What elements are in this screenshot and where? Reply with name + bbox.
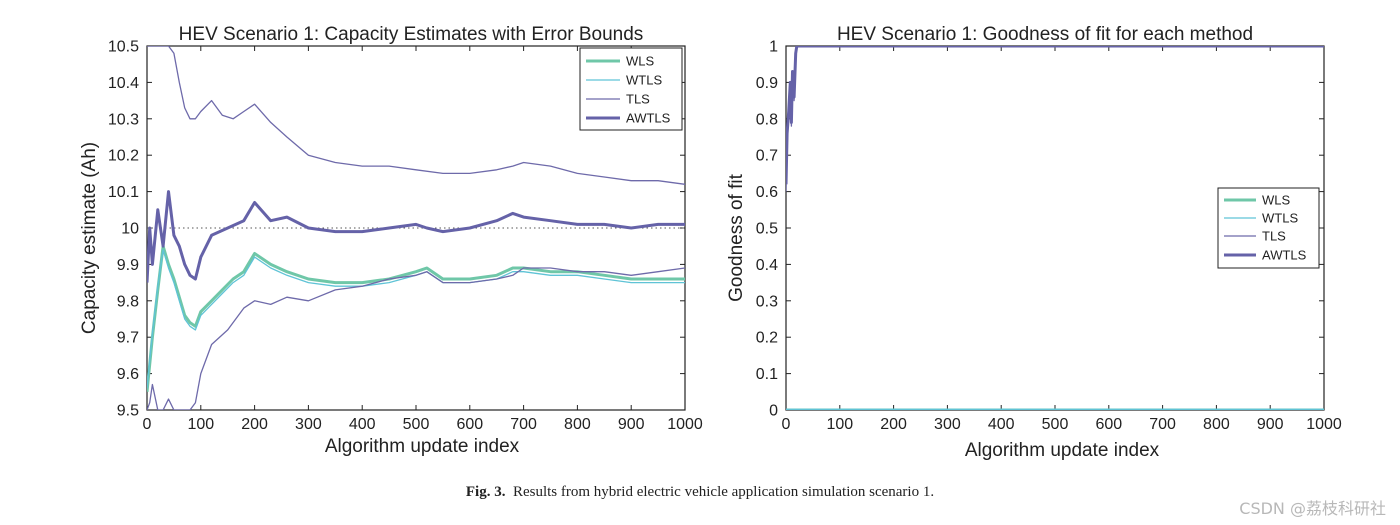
capacity-x-tick-label: 600	[456, 416, 483, 433]
goodness-y-axis-label: Goodness of fit	[726, 173, 747, 302]
goodness-y-tick-label: 0.4	[756, 257, 778, 274]
legend-label-wls: WLS	[1262, 193, 1291, 208]
capacity-y-tick-label: 10.3	[108, 111, 139, 128]
capacity-x-tick-label: 500	[403, 416, 430, 433]
caption-text: Results from hybrid electric vehicle app…	[512, 484, 935, 500]
capacity-x-tick-label: 400	[349, 416, 376, 433]
capacity-chart-title: HEV Scenario 1: Capacity Estimates with …	[179, 24, 644, 45]
legend-label-wtls: WTLS	[1262, 211, 1298, 226]
goodness-y-tick-label: 0.9	[756, 75, 778, 92]
goodness-y-tick-label: 0.2	[756, 330, 778, 347]
capacity-y-axis-label: Capacity estimate (Ah)	[79, 142, 100, 334]
capacity-y-tick-label: 9.7	[117, 330, 139, 347]
goodness-y-tick-label: 0.6	[756, 184, 778, 201]
goodness-x-tick-label: 200	[880, 416, 907, 433]
goodness-x-tick-label: 700	[1149, 416, 1176, 433]
capacity-series-awtls-upper-bound	[147, 46, 685, 185]
goodness-legend: WLS WTLS TLS AWTLS	[1217, 187, 1320, 269]
capacity-x-tick-label: 900	[618, 416, 645, 433]
goodness-chart: HEV Scenario 1: Goodness of fit for each…	[726, 24, 1342, 461]
goodness-x-tick-label: 100	[826, 416, 853, 433]
capacity-x-tick-label: 300	[295, 416, 322, 433]
legend-label-wls: WLS	[626, 54, 655, 69]
capacity-series-tls	[147, 267, 685, 410]
capacity-series-wls	[147, 244, 685, 392]
legend-label-awtls: AWTLS	[1262, 248, 1307, 263]
goodness-chart-title: HEV Scenario 1: Goodness of fit for each…	[837, 24, 1253, 45]
caption-label: Fig. 3.	[465, 484, 506, 500]
goodness-y-tick-label: 0.1	[756, 366, 778, 383]
capacity-chart: HEV Scenario 1: Capacity Estimates with …	[79, 24, 703, 457]
goodness-x-tick-label: 500	[1042, 416, 1069, 433]
capacity-y-tick-label: 10.2	[108, 148, 139, 165]
goodness-y-tick-label: 0.8	[756, 111, 778, 128]
goodness-series-awtls	[786, 46, 1324, 185]
legend-label-wtls: WTLS	[626, 73, 662, 88]
goodness-x-tick-label: 300	[934, 416, 961, 433]
capacity-x-tick-label: 700	[510, 416, 537, 433]
capacity-x-tick-label: 800	[564, 416, 591, 433]
capacity-y-tick-label: 9.5	[117, 403, 139, 420]
goodness-series-group	[786, 46, 1324, 410]
figure-caption: Fig. 3. Results from hybrid electric veh…	[0, 484, 1400, 501]
legend-label-tls: TLS	[626, 92, 650, 107]
capacity-series-group	[147, 46, 685, 410]
goodness-x-tick-label: 400	[988, 416, 1015, 433]
goodness-x-axis-label: Algorithm update index	[965, 440, 1160, 461]
goodness-x-tick-label: 0	[782, 416, 791, 433]
legend-label-tls: TLS	[1262, 229, 1286, 244]
goodness-plot-area: 0 100 200 300 400 500 600 700 800 900 1000 0 0.1 0.2 0…	[756, 39, 1342, 434]
goodness-y-tick-label: 0	[769, 403, 778, 420]
goodness-y-tick-label: 0.5	[756, 221, 778, 238]
capacity-y-tick-label: 9.9	[117, 257, 139, 274]
legend-label-awtls: AWTLS	[626, 111, 671, 126]
capacity-y-tick-label: 10.4	[108, 75, 139, 92]
capacity-series-awtls	[147, 190, 685, 283]
watermark: CSDN @荔枝科研社	[1239, 499, 1386, 518]
goodness-y-tick-label: 0.3	[756, 293, 778, 310]
capacity-series-wtls	[147, 249, 685, 389]
capacity-y-tick-label: 10	[121, 221, 139, 238]
goodness-x-tick-label: 900	[1257, 416, 1284, 433]
goodness-x-tick-label: 800	[1203, 416, 1230, 433]
goodness-y-tick-label: 0.7	[756, 148, 778, 165]
goodness-x-tick-label: 600	[1095, 416, 1122, 433]
capacity-x-tick-label: 200	[241, 416, 268, 433]
capacity-x-tick-label: 0	[143, 416, 152, 433]
capacity-legend: WLS WTLS TLS AWTLS	[579, 47, 683, 131]
capacity-y-tick-label: 9.8	[117, 293, 139, 310]
goodness-y-tick-label: 1	[769, 39, 778, 56]
capacity-y-tick-label: 9.6	[117, 366, 139, 383]
capacity-x-axis-label: Algorithm update index	[325, 436, 520, 457]
capacity-x-tick-label: 1000	[667, 416, 703, 433]
capacity-x-tick-label: 100	[187, 416, 214, 433]
goodness-x-tick-label: 1000	[1306, 416, 1342, 433]
capacity-plot-area: 0 100 200 300 400 500 600 700 800 900 1000 9.5 9.6 9.…	[108, 39, 703, 434]
capacity-y-tick-label: 10.1	[108, 184, 139, 201]
capacity-y-tick-label: 10.5	[108, 39, 139, 56]
